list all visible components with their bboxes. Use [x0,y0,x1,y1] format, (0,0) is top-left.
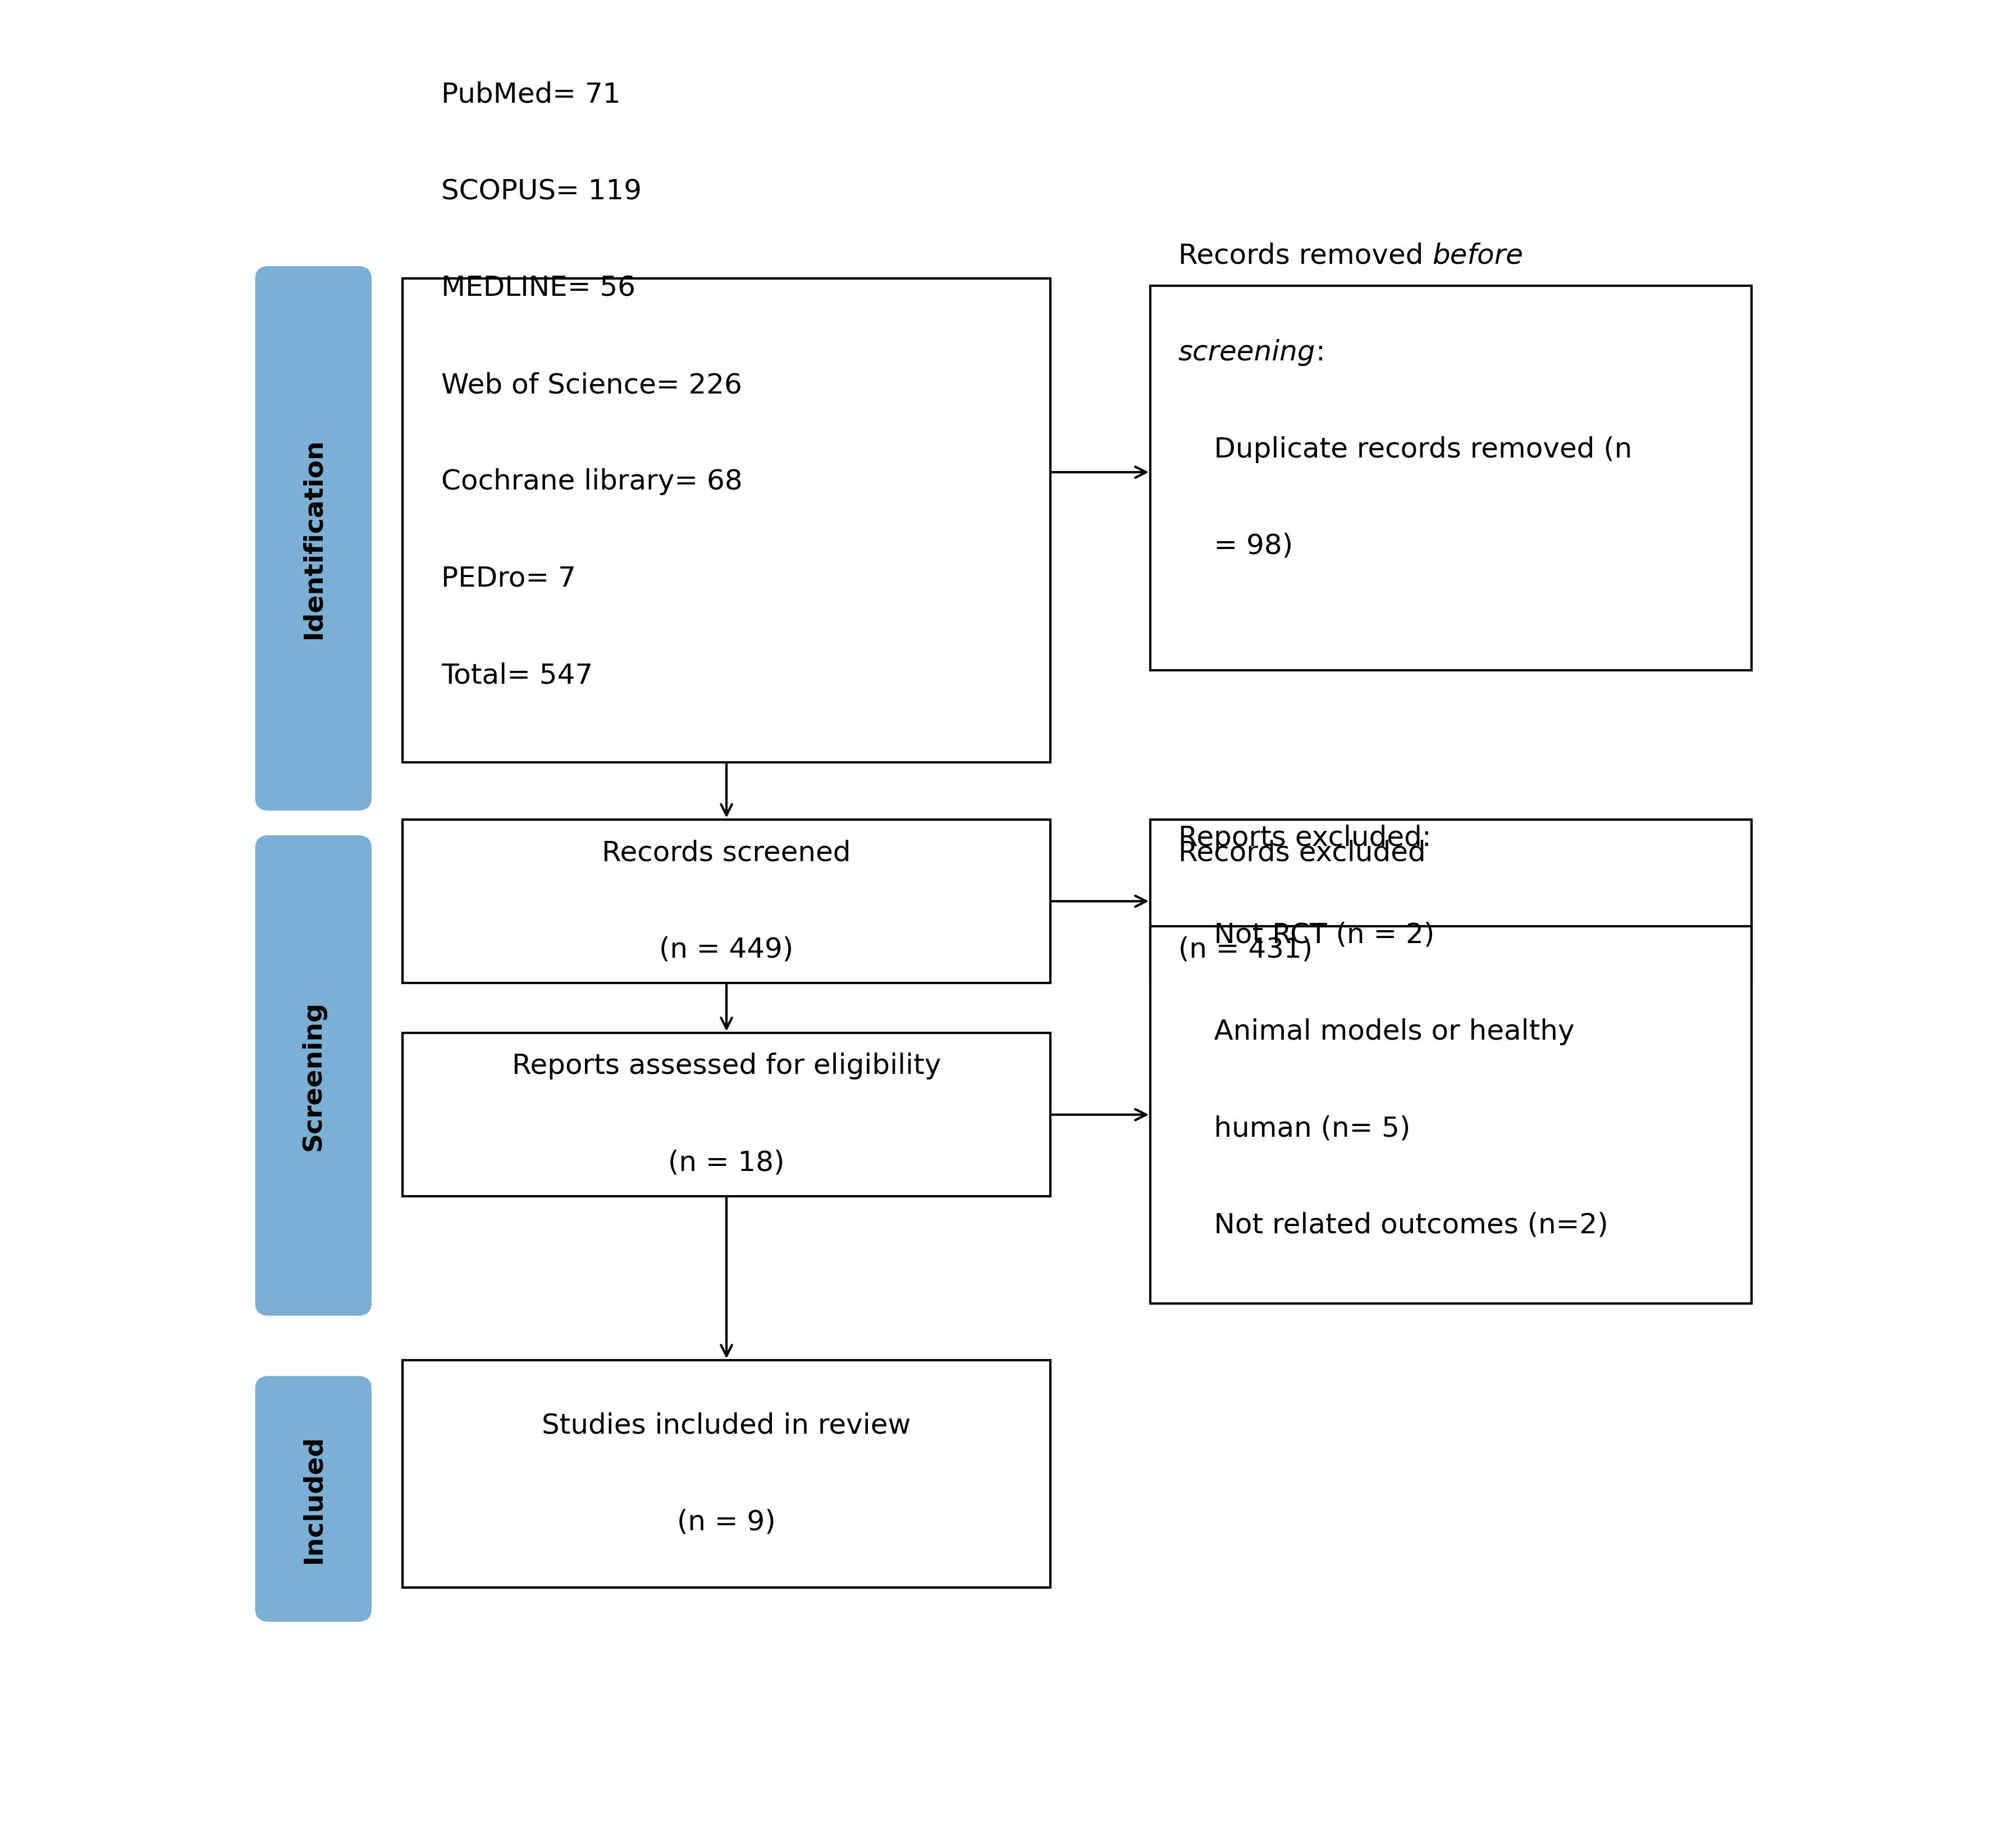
Text: Records excluded: Records excluded [1177,839,1426,867]
Text: Reports excluded:: Reports excluded: [1177,824,1432,852]
Text: Studies included in review: Studies included in review [541,1412,911,1440]
Text: Identification: Identification [300,438,326,639]
Text: screening: screening [1177,340,1315,366]
Text: Reports assessed for eligibility: Reports assessed for eligibility [511,1053,941,1079]
Text: (n = 431): (n = 431) [1177,937,1313,963]
Bar [1150,819,1752,983]
Text: Not RCT (n = 2): Not RCT (n = 2) [1177,922,1434,948]
Text: SCOPUS= 119: SCOPUS= 119 [442,177,642,205]
FancyBboxPatch shape [257,268,370,809]
Text: Total= 547: Total= 547 [442,662,593,689]
Text: = 98): = 98) [1177,532,1293,560]
Bar [1150,286,1752,671]
Bar [402,1360,1050,1587]
Text: :: : [1315,340,1325,366]
Text: human (n= 5): human (n= 5) [1177,1114,1410,1142]
Text: PubMed= 71: PubMed= 71 [442,81,621,109]
Bar [1150,926,1752,1303]
Text: before: before [1432,242,1524,270]
Text: PEDro= 7: PEDro= 7 [442,565,577,591]
Text: Cochrane library= 68: Cochrane library= 68 [442,468,742,495]
Text: MEDLINE= 56: MEDLINE= 56 [442,275,636,301]
Bar [402,279,1050,763]
Text: Not related outcomes (n=2): Not related outcomes (n=2) [1177,1212,1607,1238]
FancyBboxPatch shape [257,1377,370,1621]
Text: Records removed: Records removed [1177,242,1432,270]
Text: (n = 9): (n = 9) [676,1508,776,1536]
Bar [402,819,1050,983]
Text: Animal models or healthy: Animal models or healthy [1177,1018,1573,1046]
Text: Duplicate records removed (n: Duplicate records removed (n [1177,436,1631,462]
Text: Included: Included [300,1434,326,1563]
FancyBboxPatch shape [257,837,370,1314]
Bar [402,1033,1050,1196]
Text: (n = 18): (n = 18) [668,1149,786,1177]
Text: Screening: Screening [300,1000,326,1151]
Text: Web of Science= 226: Web of Science= 226 [442,371,742,399]
Text: Records screened: Records screened [603,839,851,867]
Text: (n = 449): (n = 449) [658,937,794,963]
